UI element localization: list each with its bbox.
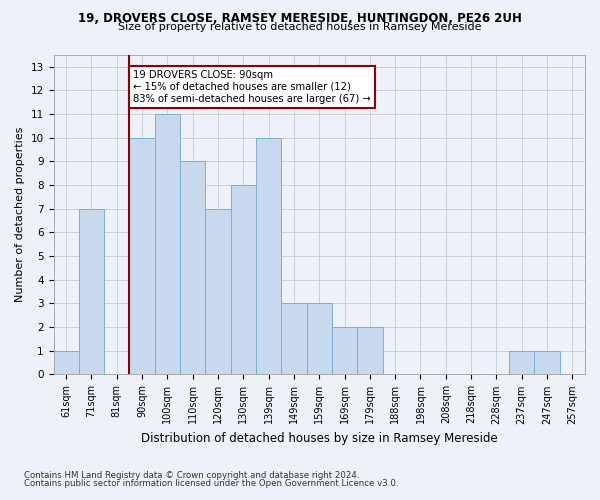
Bar bbox=[256, 138, 281, 374]
Bar bbox=[332, 327, 357, 374]
Bar bbox=[357, 327, 383, 374]
Bar bbox=[130, 138, 155, 374]
Y-axis label: Number of detached properties: Number of detached properties bbox=[15, 127, 25, 302]
Bar bbox=[79, 209, 104, 374]
Bar bbox=[180, 162, 205, 374]
Text: 19 DROVERS CLOSE: 90sqm
← 15% of detached houses are smaller (12)
83% of semi-de: 19 DROVERS CLOSE: 90sqm ← 15% of detache… bbox=[133, 70, 371, 104]
Bar bbox=[509, 351, 535, 374]
Text: Size of property relative to detached houses in Ramsey Mereside: Size of property relative to detached ho… bbox=[118, 22, 482, 32]
Bar bbox=[307, 304, 332, 374]
Bar bbox=[53, 351, 79, 374]
Bar bbox=[155, 114, 180, 374]
Bar bbox=[535, 351, 560, 374]
Text: Contains HM Land Registry data © Crown copyright and database right 2024.: Contains HM Land Registry data © Crown c… bbox=[24, 471, 359, 480]
Bar bbox=[281, 304, 307, 374]
Text: 19, DROVERS CLOSE, RAMSEY MERESIDE, HUNTINGDON, PE26 2UH: 19, DROVERS CLOSE, RAMSEY MERESIDE, HUNT… bbox=[78, 12, 522, 26]
Bar bbox=[205, 209, 230, 374]
Bar bbox=[230, 185, 256, 374]
Text: Contains public sector information licensed under the Open Government Licence v3: Contains public sector information licen… bbox=[24, 478, 398, 488]
X-axis label: Distribution of detached houses by size in Ramsey Mereside: Distribution of detached houses by size … bbox=[141, 432, 497, 445]
